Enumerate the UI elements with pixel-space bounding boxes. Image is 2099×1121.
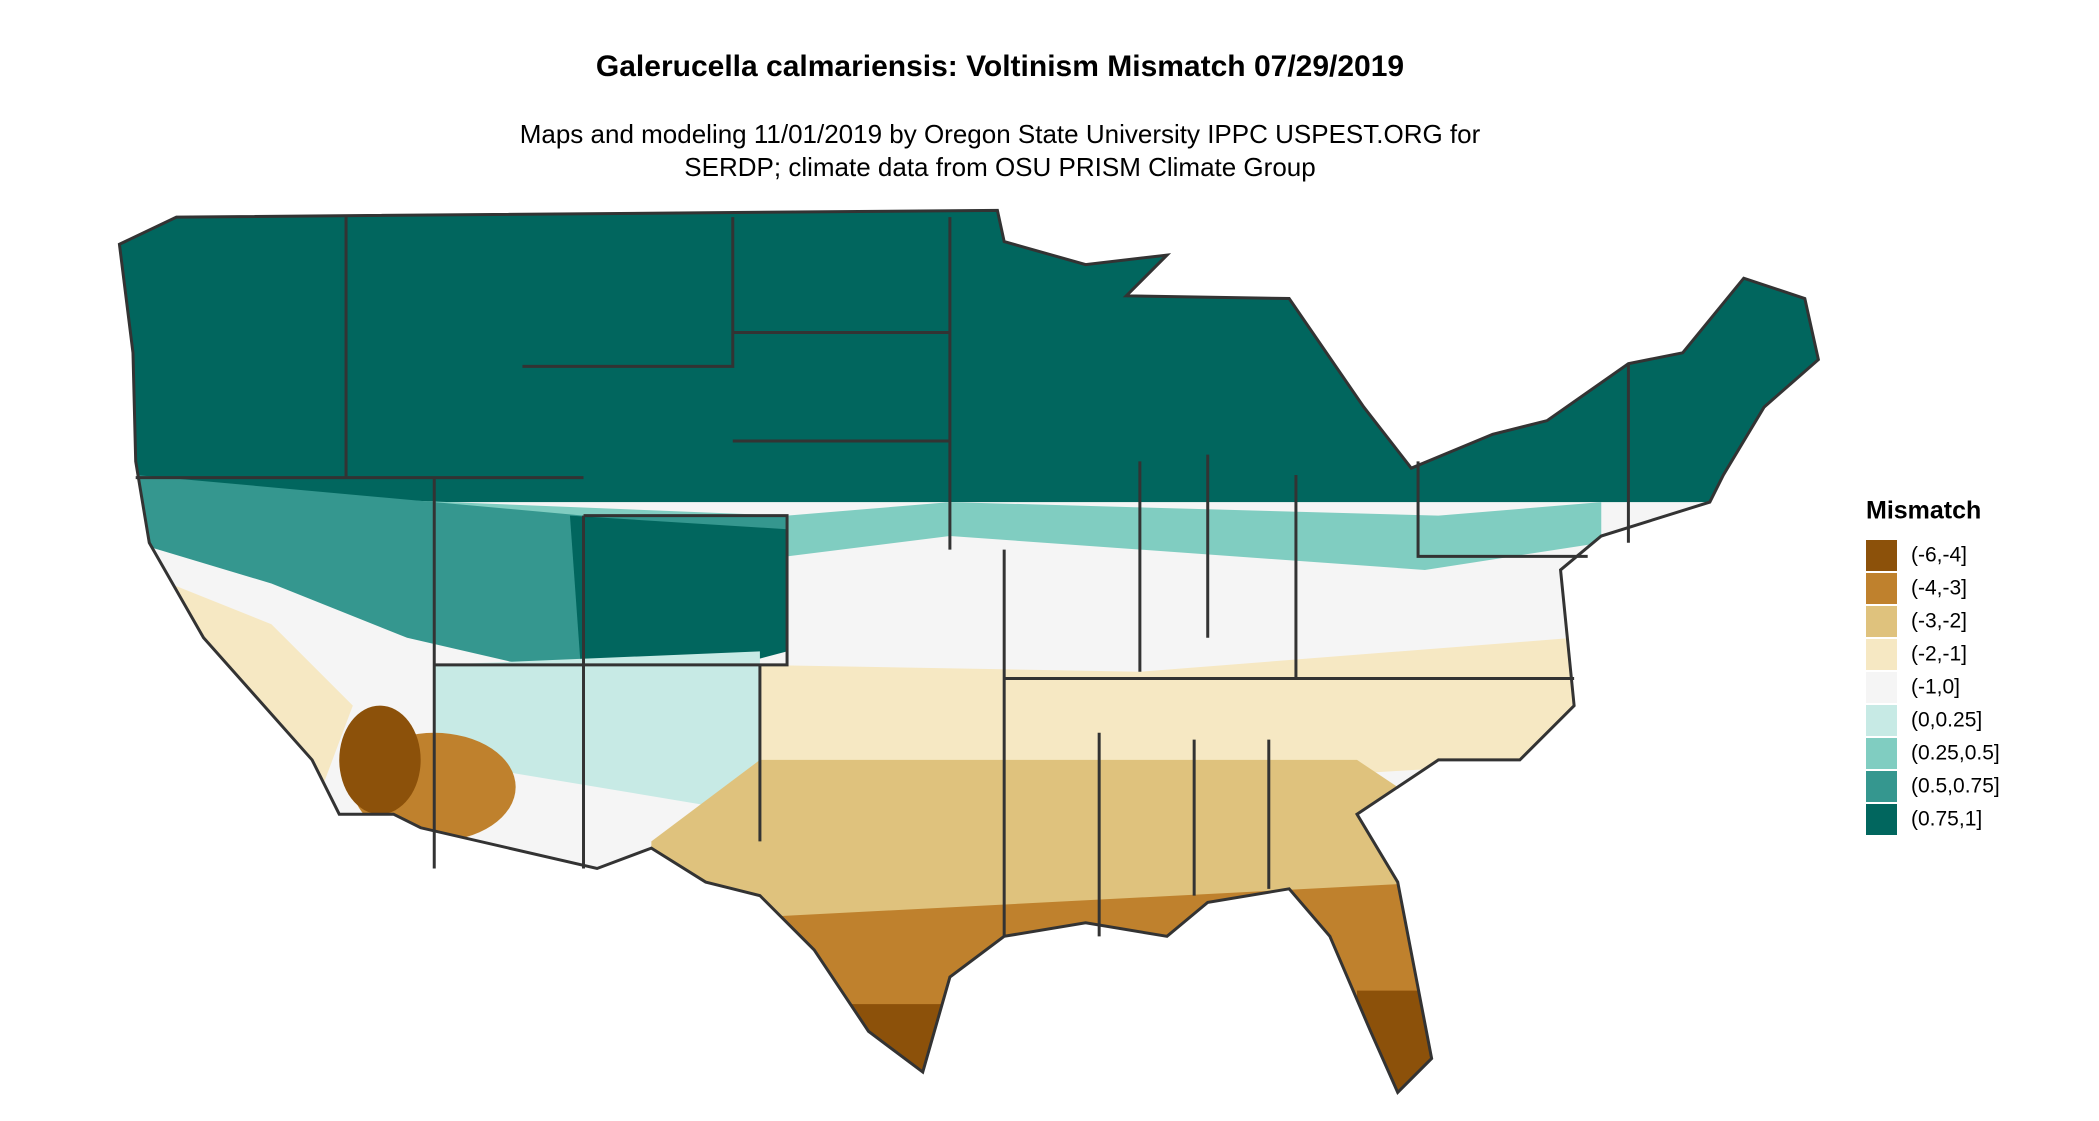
legend-label: (-4,-3] xyxy=(1911,577,1967,600)
state-borders xyxy=(117,208,1821,1095)
legend-label: (-3,-2] xyxy=(1911,610,1967,633)
legend: (-6,-4] (-4,-3] (-3,-2] (-2,-1] (-1,0] (0,0.2… xyxy=(1866,540,2000,835)
map xyxy=(117,208,1821,1095)
map-region xyxy=(339,705,421,815)
legend-swatch xyxy=(1866,606,1897,637)
legend-label: (0.25,0.5] xyxy=(1911,742,2000,765)
legend-label: (-2,-1] xyxy=(1911,643,1967,666)
legend-swatch xyxy=(1866,573,1897,604)
legend-label: (0.5,0.75] xyxy=(1911,775,2000,798)
subtitle: SERDP; climate data from OSU PRISM Clima… xyxy=(684,152,1315,182)
legend-label: (0.75,1] xyxy=(1911,808,1982,831)
legend-swatch xyxy=(1866,771,1897,802)
legend-title: Mismatch xyxy=(1866,497,1981,525)
subtitle: Maps and modeling 11/01/2019 by Oregon S… xyxy=(520,119,1481,149)
legend-swatch xyxy=(1866,804,1897,835)
legend-swatch xyxy=(1866,639,1897,670)
map-region xyxy=(651,882,1439,1093)
legend-label: (-6,-4] xyxy=(1911,544,1967,567)
legend-label: (0,0.25] xyxy=(1911,709,1982,732)
title: Galerucella calmariensis: Voltinism Mism… xyxy=(596,50,1404,83)
legend-swatch xyxy=(1866,540,1897,571)
legend-swatch xyxy=(1866,672,1897,703)
legend-label: (-1,0] xyxy=(1911,676,1960,699)
map-region xyxy=(814,1004,950,1093)
legend-swatch xyxy=(1866,705,1897,736)
map-region xyxy=(119,210,1819,503)
legend-swatch xyxy=(1866,738,1897,769)
